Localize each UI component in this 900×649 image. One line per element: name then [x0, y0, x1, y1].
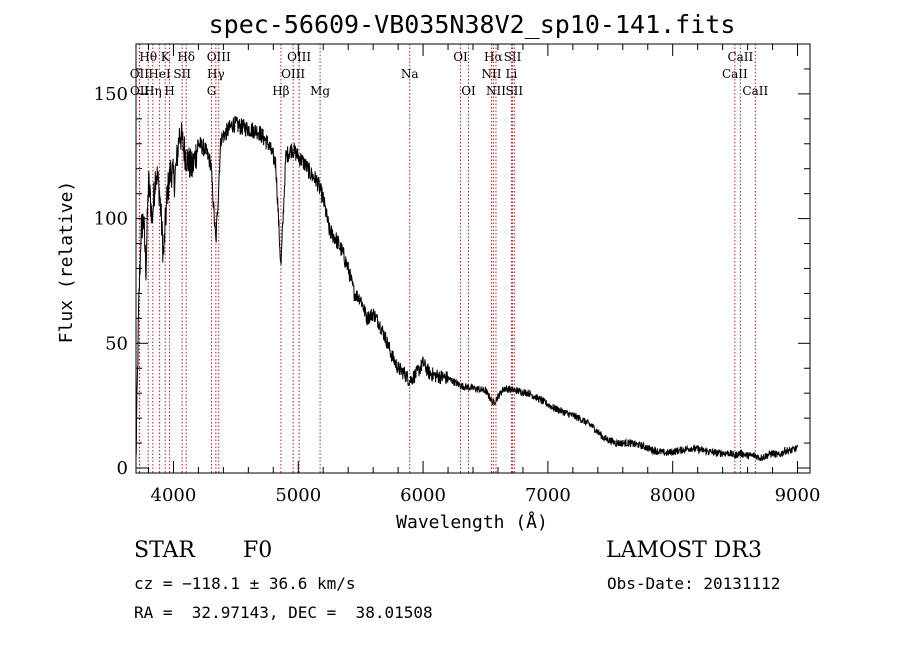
spectral-line-label: H: [164, 84, 174, 98]
chart-title: spec-56609-VB035N38V2_sp10-141.fits: [209, 10, 736, 39]
spectral-line-label: Hγ: [207, 67, 225, 81]
spectral-line-label: CaII: [727, 50, 753, 64]
spectral-line-label: SII: [173, 67, 191, 81]
x-tick-label: 4000: [151, 485, 197, 506]
subclass: F0: [243, 538, 273, 563]
plot-frame: [135, 43, 811, 474]
y-tick-label: 0: [117, 458, 128, 479]
spectral-line-label: OI: [461, 84, 476, 98]
spectral-line-label: K: [161, 50, 171, 64]
x-tick-label: 5000: [275, 485, 321, 506]
spectral-line-label: Na: [401, 67, 419, 81]
spectral-line-label: Hα: [484, 50, 503, 64]
spectral-line-label: OIII: [287, 50, 311, 64]
coordinates: RA = 32.97143, DEC = 38.01508: [134, 603, 433, 622]
x-tick-label: 8000: [650, 485, 696, 506]
spectral-line-label: OII: [130, 67, 150, 81]
spectrum-line: [135, 115, 798, 462]
y-axis-label: Flux (relative): [56, 181, 77, 344]
spectral-line-label: Hβ: [272, 84, 289, 98]
spectral-line-label: OI: [453, 50, 468, 64]
spectral-line-label: OIII: [207, 50, 231, 64]
spectral-line-label: Hδ: [177, 50, 195, 64]
survey-name: LAMOST DR3: [606, 538, 762, 563]
x-tick-label: 6000: [400, 485, 446, 506]
series-layer: [135, 115, 798, 462]
x-tick-label: 9000: [775, 485, 821, 506]
spectral-line-label: Hθ: [139, 50, 157, 64]
spectral-line-label: Hη: [144, 84, 162, 98]
y-tick-label: 100: [94, 209, 128, 230]
spectral-line-label: OII: [130, 84, 150, 98]
spectral-line-label: G: [207, 84, 217, 98]
spectral-line-label: Mg: [310, 84, 330, 98]
spectral-line-label: Li: [506, 67, 518, 81]
spectral-line-label: HeI: [148, 67, 171, 81]
spectral-line-label: NII: [486, 84, 506, 98]
spectral-line-label: SII: [504, 50, 522, 64]
x-axis-label: Wavelength (Å): [396, 511, 548, 533]
y-tick-label: 150: [94, 84, 128, 105]
spectral-line-label: NII: [481, 67, 501, 81]
spectral-line-label: CaII: [722, 67, 748, 81]
axis-ticks-layer: 4000 5000 6000 7000 8000 9000 0 50 100 150: [94, 43, 821, 506]
spectral-line-label: CaII: [742, 84, 768, 98]
redshift-text: cz = −118.1 ± 36.6 km/s: [134, 574, 356, 593]
obs-date: Obs-Date: 20131112: [607, 574, 781, 593]
x-tick-label: 7000: [525, 485, 571, 506]
spectral-line-label: SII: [505, 84, 523, 98]
y-tick-label: 50: [105, 333, 128, 354]
spectral-line-label: OIII: [281, 67, 305, 81]
object-class: STAR: [134, 538, 195, 563]
